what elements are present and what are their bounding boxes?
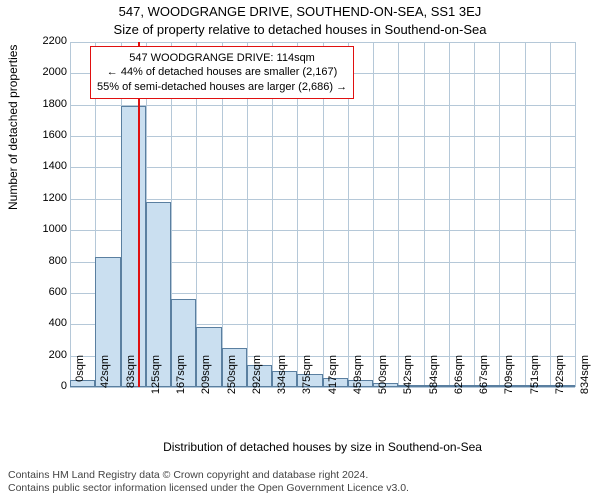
grid-v [373, 42, 374, 387]
x-tick-label: 751sqm [529, 355, 541, 395]
grid-v [575, 42, 576, 387]
histogram-bar [121, 106, 146, 387]
x-tick-label: 792sqm [554, 355, 566, 395]
grid-v [474, 42, 475, 387]
x-tick-label: 584sqm [428, 355, 440, 395]
credit-line-2: Contains public sector information licen… [8, 482, 409, 496]
x-tick-label: 0sqm [74, 355, 86, 395]
y-tick-label: 1800 [27, 98, 67, 110]
x-tick-label: 250sqm [226, 355, 238, 395]
x-tick-label: 209sqm [200, 355, 212, 395]
grid-v [525, 42, 526, 387]
grid-h [70, 387, 575, 388]
x-tick-label: 334sqm [276, 355, 288, 395]
y-tick-label: 800 [27, 255, 67, 267]
x-tick-label: 125sqm [150, 355, 162, 395]
y-tick-label: 1200 [27, 192, 67, 204]
info-line-property: 547 WOODGRANGE DRIVE: 114sqm [97, 51, 347, 65]
y-tick-label: 200 [27, 349, 67, 361]
y-tick-label: 2000 [27, 66, 67, 78]
x-tick-label: 542sqm [402, 355, 414, 395]
chart-title-address: 547, WOODGRANGE DRIVE, SOUTHEND-ON-SEA, … [0, 4, 600, 19]
chart-subtitle: Size of property relative to detached ho… [0, 22, 600, 37]
grid-v [424, 42, 425, 387]
x-tick-label: 834sqm [579, 355, 591, 395]
grid-v [499, 42, 500, 387]
grid-v [550, 42, 551, 387]
x-tick-label: 459sqm [352, 355, 364, 395]
credit-line-1: Contains HM Land Registry data © Crown c… [8, 469, 409, 483]
y-tick-label: 400 [27, 317, 67, 329]
x-tick-label: 375sqm [301, 355, 313, 395]
x-tick-label: 667sqm [478, 355, 490, 395]
y-tick-label: 1000 [27, 223, 67, 235]
grid-v [398, 42, 399, 387]
x-tick-label: 167sqm [175, 355, 187, 395]
y-tick-label: 0 [27, 380, 67, 392]
x-tick-label: 417sqm [327, 355, 339, 395]
x-tick-label: 500sqm [377, 355, 389, 395]
credits: Contains HM Land Registry data © Crown c… [8, 469, 409, 496]
y-tick-label: 600 [27, 286, 67, 298]
x-tick-label: 709sqm [503, 355, 515, 395]
info-line-smaller: ← 44% of detached houses are smaller (2,… [97, 65, 347, 79]
x-tick-label: 292sqm [251, 355, 263, 395]
grid-v [449, 42, 450, 387]
grid-v [70, 42, 71, 387]
y-tick-label: 1400 [27, 160, 67, 172]
y-axis-label: Number of detached properties [6, 45, 20, 210]
marker-info-box: 547 WOODGRANGE DRIVE: 114sqm ← 44% of de… [90, 46, 354, 99]
x-tick-label: 626sqm [453, 355, 465, 395]
x-tick-label: 83sqm [125, 355, 137, 395]
y-tick-label: 1600 [27, 129, 67, 141]
x-axis-label: Distribution of detached houses by size … [70, 440, 575, 454]
x-tick-label: 42sqm [99, 355, 111, 395]
info-line-larger: 55% of semi-detached houses are larger (… [97, 80, 347, 94]
y-tick-label: 2200 [27, 35, 67, 47]
